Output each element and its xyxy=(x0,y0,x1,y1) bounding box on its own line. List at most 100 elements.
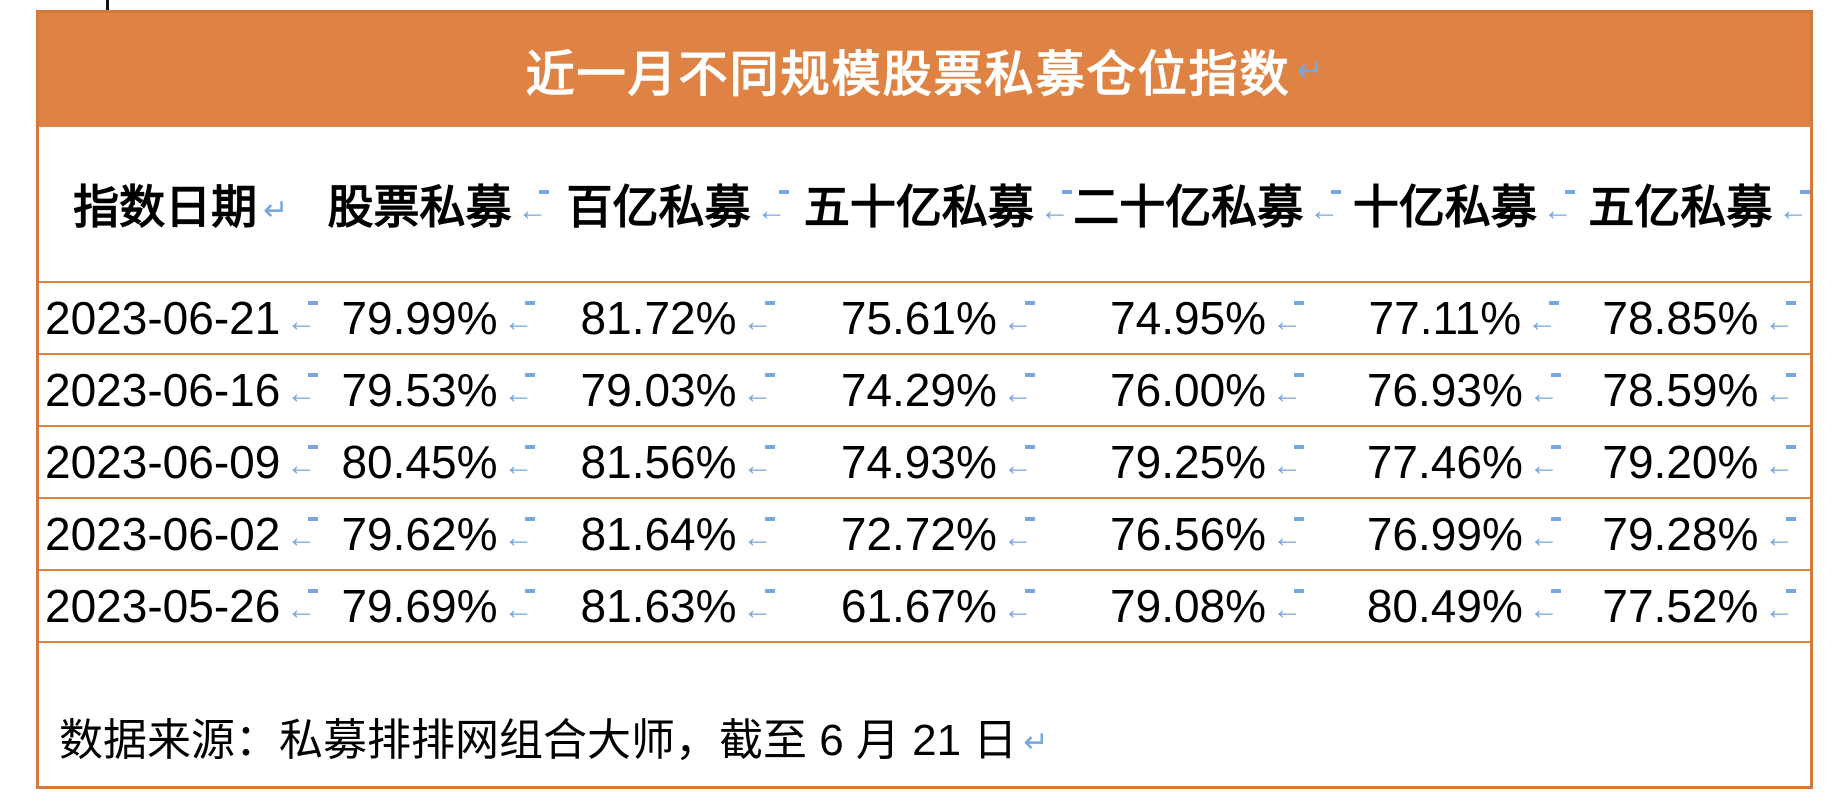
column-header: 股票私募 ← xyxy=(322,127,553,283)
table-cell: 76.99% ← xyxy=(1338,498,1587,571)
cell-value: 76.00% xyxy=(1110,364,1267,416)
line-break-mark-icon: ← xyxy=(1528,516,1561,554)
line-break-mark-icon: ← xyxy=(1002,300,1035,338)
line-break-mark-icon: ← xyxy=(1764,588,1797,626)
position-index-table: 近一月不同规模股票私募仓位指数 ↵ 指数日期 ↵ 股票私募 ← 百亿私募 ← 五十亿私募 ← 二… xyxy=(36,10,1813,789)
line-break-mark-icon: ← xyxy=(503,372,536,410)
table-row: 2023-06-02 ← 79.62% ← 81.64% ← 72.72% ← 76.56% ← 7… xyxy=(39,498,1810,571)
table-cell: 75.61% ← xyxy=(800,282,1074,355)
table-cell: 76.56% ← xyxy=(1073,498,1339,571)
line-break-mark-icon: ← xyxy=(1272,372,1305,410)
table-cell: 2023-06-02 ← xyxy=(39,498,323,571)
line-break-mark-icon: ← xyxy=(1764,516,1797,554)
cell-value: 78.85% xyxy=(1602,292,1759,344)
column-header-label: 股票私募 xyxy=(327,181,512,233)
table-cell: 80.49% ← xyxy=(1338,570,1587,643)
line-break-mark-icon: ← xyxy=(503,516,536,554)
table-title: 近一月不同规模股票私募仓位指数 xyxy=(525,47,1291,102)
data-source-note: 数据来源：私募排排网组合大师，截至 6 月 21 日 ↵ xyxy=(59,704,1048,768)
table-cell: 76.00% ← xyxy=(1073,354,1339,427)
column-header: 百亿私募 ← xyxy=(552,127,801,283)
column-header-label: 指数日期 xyxy=(73,181,258,233)
table-cell: 77.52% ← xyxy=(1586,570,1810,643)
line-break-mark-icon: ← xyxy=(286,444,319,482)
paragraph-mark-icon: ↵ xyxy=(263,193,289,227)
cell-value: 2023-06-09 xyxy=(45,436,281,488)
line-break-mark-icon: ← xyxy=(742,588,775,626)
column-header: 二十亿私募 ← xyxy=(1073,127,1342,283)
line-break-mark-icon: ← xyxy=(1527,300,1560,338)
line-break-mark-icon: ← xyxy=(1002,372,1035,410)
text-cursor xyxy=(106,0,109,13)
line-break-mark-icon: ← xyxy=(1528,372,1561,410)
data-source-text: 数据来源：私募排排网组合大师，截至 6 月 21 日 xyxy=(59,716,1018,765)
cell-value: 81.72% xyxy=(580,292,737,344)
table-row: 2023-06-09 ← 80.45% ← 81.56% ← 74.93% ← 79.25% ← 7… xyxy=(39,426,1810,499)
line-break-mark-icon: ← xyxy=(1528,444,1561,482)
column-header: 十亿私募 ← xyxy=(1338,127,1587,283)
cell-value: 74.95% xyxy=(1110,292,1267,344)
cell-value: 76.99% xyxy=(1366,508,1523,560)
cell-value: 74.29% xyxy=(840,364,997,416)
cell-value: 72.72% xyxy=(840,508,997,560)
cell-value: 81.56% xyxy=(580,436,737,488)
cell-value: 79.03% xyxy=(580,364,737,416)
table-cell: 80.45% ← xyxy=(322,426,553,499)
cell-value: 79.53% xyxy=(341,364,498,416)
line-break-mark-icon: ← xyxy=(286,516,319,554)
cell-value: 81.64% xyxy=(580,508,737,560)
line-break-mark-icon: ← xyxy=(742,300,775,338)
line-break-mark-icon: ← xyxy=(517,189,550,227)
table-cell: 79.03% ← xyxy=(552,354,801,427)
cell-value: 61.67% xyxy=(840,580,997,632)
source-note-row: 数据来源：私募排排网组合大师，截至 6 月 21 日 ↵ xyxy=(39,643,1810,786)
line-break-mark-icon: ← xyxy=(1272,516,1305,554)
table-cell: 79.69% ← xyxy=(322,570,553,643)
line-break-mark-icon: ← xyxy=(286,300,319,338)
cell-value: 79.62% xyxy=(341,508,498,560)
cell-value: 80.45% xyxy=(341,436,498,488)
column-header: 五亿私募 ← xyxy=(1586,127,1811,283)
column-header: 指数日期 ↵ xyxy=(39,127,323,283)
line-break-mark-icon: ← xyxy=(742,516,775,554)
cell-value: 79.69% xyxy=(341,580,498,632)
cell-value: 79.25% xyxy=(1110,436,1267,488)
cell-value: 79.20% xyxy=(1602,436,1759,488)
table-cell: 72.72% ← xyxy=(800,498,1074,571)
line-break-mark-icon: ← xyxy=(1778,189,1811,227)
table-cell: 81.72% ← xyxy=(552,282,801,355)
table-cell: 79.25% ← xyxy=(1073,426,1339,499)
paragraph-mark-icon: ↵ xyxy=(1296,52,1324,88)
table-row: 2023-05-26 ← 79.69% ← 81.63% ← 61.67% ← 79.08% ← 8… xyxy=(39,570,1810,643)
cell-value: 2023-06-16 xyxy=(45,364,281,416)
column-header-label: 百亿私募 xyxy=(566,181,751,233)
line-break-mark-icon: ← xyxy=(286,588,319,626)
line-break-mark-icon: ← xyxy=(742,372,775,410)
line-break-mark-icon: ← xyxy=(1309,189,1342,227)
line-break-mark-icon: ← xyxy=(1764,300,1797,338)
line-break-mark-icon: ← xyxy=(742,444,775,482)
line-break-mark-icon: ← xyxy=(756,189,789,227)
table-cell: 2023-06-16 ← xyxy=(39,354,323,427)
line-break-mark-icon: ← xyxy=(1002,516,1035,554)
cell-value: 79.99% xyxy=(341,292,498,344)
table-cell: 74.29% ← xyxy=(800,354,1074,427)
table-cell: 79.53% ← xyxy=(322,354,553,427)
line-break-mark-icon: ← xyxy=(1272,300,1305,338)
line-break-mark-icon: ← xyxy=(286,372,319,410)
column-header-label: 五亿私募 xyxy=(1588,181,1773,233)
cell-value: 78.59% xyxy=(1602,364,1759,416)
line-break-mark-icon: ← xyxy=(1764,372,1797,410)
paragraph-mark-icon: ↵ xyxy=(1023,726,1049,760)
column-header: 五十亿私募 ← xyxy=(800,127,1074,283)
table-cell: 79.08% ← xyxy=(1073,570,1339,643)
line-break-mark-icon: ← xyxy=(503,444,536,482)
table-cell: 74.95% ← xyxy=(1073,282,1339,355)
table-cell: 61.67% ← xyxy=(800,570,1074,643)
cell-value: 76.93% xyxy=(1366,364,1523,416)
line-break-mark-icon: ← xyxy=(1528,588,1561,626)
cell-value: 80.49% xyxy=(1366,580,1523,632)
cell-value: 77.11% xyxy=(1368,292,1522,344)
table-cell: 79.28% ← xyxy=(1586,498,1810,571)
